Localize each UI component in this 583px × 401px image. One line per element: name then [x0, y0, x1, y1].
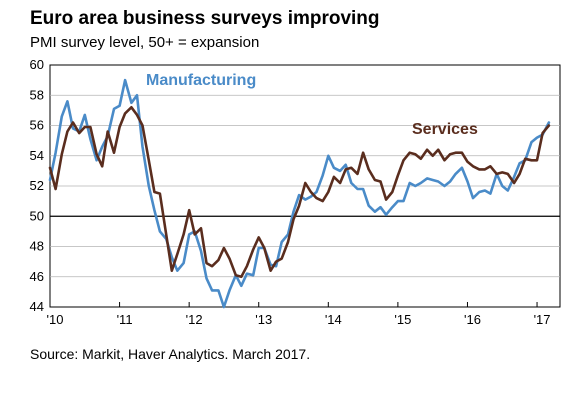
- y-tick-label: 60: [30, 57, 44, 72]
- chart-subtitle: PMI survey level, 50+ = expansion: [30, 34, 260, 51]
- series-layer: [48, 78, 551, 309]
- y-tick-label: 58: [30, 87, 44, 102]
- y-tick-label: 44: [30, 299, 44, 314]
- x-axis-ticks: '10 '11 '12 '13 '14 '15 '16 '17: [47, 302, 551, 327]
- x-tick-label: '17: [534, 312, 551, 327]
- x-tick-label: '15: [394, 312, 411, 327]
- y-tick-label: 46: [30, 269, 44, 284]
- y-tick-label: 50: [30, 208, 44, 223]
- y-axis-ticks: 44 46 48 50 52 54 56 58 60: [30, 57, 44, 314]
- series-label-manufacturing: Manufacturing: [146, 72, 256, 89]
- series-line-manufacturing: [48, 78, 551, 309]
- y-tick-label: 52: [30, 178, 44, 193]
- y-tick-label: 48: [30, 239, 44, 254]
- grid-layer: [49, 64, 561, 308]
- series-label-services: Services: [412, 121, 478, 138]
- y-tick-label: 56: [30, 118, 44, 133]
- source-note: Source: Markit, Haver Analytics. March 2…: [30, 346, 311, 362]
- x-tick-label: '13: [255, 312, 272, 327]
- x-tick-label: '16: [464, 312, 481, 327]
- chart-title: Euro area business surveys improving: [30, 8, 380, 29]
- x-tick-label: '11: [117, 312, 133, 327]
- x-tick-label: '12: [186, 312, 203, 327]
- x-tick-label: '14: [325, 312, 342, 327]
- series-line-services: [48, 106, 551, 279]
- x-tick-label: '10: [47, 312, 64, 327]
- y-tick-label: 54: [30, 148, 44, 163]
